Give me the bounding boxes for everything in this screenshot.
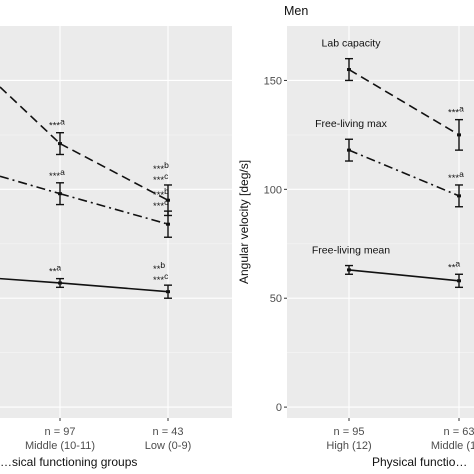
- significance-label: ***c: [153, 271, 169, 286]
- significance-label-stars: ***: [153, 175, 164, 186]
- significance-label: **a: [49, 263, 61, 278]
- x-axis-title: …sical functioning groups: [0, 455, 137, 469]
- significance-label-stars: ***: [49, 171, 60, 182]
- significance-label-stars: ***: [153, 201, 164, 212]
- significance-label-stars: ***: [153, 164, 164, 175]
- data-point: [457, 133, 461, 137]
- significance-label-letter: b: [164, 186, 169, 196]
- right-panel: 0 50 100 150 n = 95 High (12) n = 63 Middle (1……: [237, 4, 474, 469]
- significance-label-stars: ***: [448, 108, 459, 119]
- x-tick-label: Low (0-9): [145, 440, 191, 452]
- series-line-partial: [0, 175, 61, 195]
- x-tick-label: High (12): [326, 440, 371, 452]
- y-tick-label: 100: [264, 184, 282, 196]
- series-line: [59, 142, 169, 201]
- series-line-partial: [0, 277, 61, 284]
- significance-label: ***b: [153, 160, 169, 175]
- x-tick-label: n = 63: [444, 426, 474, 438]
- data-point: [166, 290, 170, 294]
- data-point: [347, 68, 351, 72]
- data-point: [457, 194, 461, 198]
- significance-label: ***a: [448, 169, 464, 184]
- significance-label-stars: **: [153, 264, 161, 275]
- series-label: Lab capacity: [322, 38, 382, 50]
- significance-label-stars: ***: [153, 275, 164, 286]
- data-point: [58, 281, 62, 285]
- series-line: [348, 269, 460, 282]
- data-point: [347, 148, 351, 152]
- data-point: [347, 268, 351, 272]
- significance-label: ***a: [49, 167, 65, 182]
- x-tick-label: Middle (10-11): [25, 440, 95, 452]
- series-label: Free-living mean: [312, 245, 390, 257]
- significance-label-letter: c: [164, 271, 169, 281]
- significance-label-letter: a: [60, 167, 65, 177]
- significance-label: ***b: [153, 186, 169, 201]
- significance-label-letter: a: [60, 117, 65, 127]
- plot-background: [287, 26, 474, 418]
- significance-label: **b: [153, 260, 165, 275]
- significance-label-stars: ***: [49, 121, 60, 132]
- significance-label: ***a: [49, 117, 65, 132]
- y-tick-label: 50: [270, 293, 282, 305]
- x-tick-label: Middle (1…: [431, 440, 474, 452]
- significance-label-letter: a: [56, 263, 61, 273]
- y-tick-label: 0: [276, 402, 282, 414]
- significance-label-letter: c: [164, 197, 169, 207]
- significance-label: ***a: [448, 104, 464, 119]
- significance-label-letter: b: [160, 260, 165, 270]
- panel-title: Men: [284, 4, 308, 18]
- data-point: [166, 222, 170, 226]
- significance-label-letter: a: [455, 258, 460, 268]
- significance-label-letter: a: [459, 169, 464, 179]
- series-label: Free-living max: [315, 118, 388, 130]
- series-line: [59, 282, 169, 293]
- x-tick-label: n = 43: [153, 426, 184, 438]
- plot-background: [0, 26, 232, 418]
- significance-label-letter: c: [164, 171, 169, 181]
- x-axis-title: Physical functio…: [372, 455, 467, 469]
- data-point: [58, 142, 62, 146]
- data-point: [58, 192, 62, 196]
- significance-label-stars: ***: [448, 173, 459, 184]
- significance-label: ***c: [153, 197, 169, 212]
- significance-label-stars: **: [448, 262, 456, 273]
- x-tick-label: n = 97: [45, 426, 76, 438]
- data-point: [166, 198, 170, 202]
- significance-label-stars: **: [49, 267, 57, 278]
- significance-label: **a: [448, 258, 460, 273]
- significance-label: ***c: [153, 171, 169, 186]
- y-axis-title: Angular velocity [deg/s]: [237, 160, 251, 284]
- series-line: [348, 149, 460, 197]
- x-tick-label: n = 95: [334, 426, 365, 438]
- y-tick-label: 150: [264, 75, 282, 87]
- data-point: [457, 279, 461, 283]
- series-line: [348, 68, 460, 136]
- significance-label-letter: a: [459, 104, 464, 114]
- significance-label-letter: b: [164, 160, 169, 170]
- significance-label-stars: ***: [153, 190, 164, 201]
